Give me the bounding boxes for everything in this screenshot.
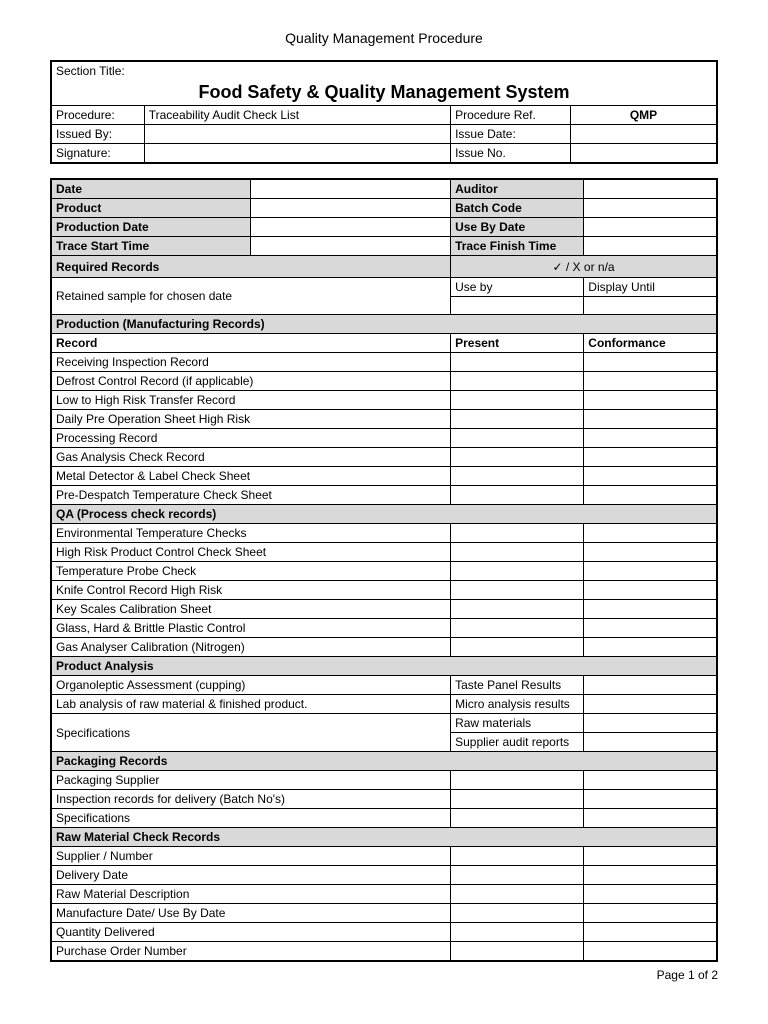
- table-row: Purchase Order Number: [51, 942, 717, 962]
- issued-by-label: Issued By:: [51, 125, 144, 144]
- batch-code-label: Batch Code: [451, 199, 584, 218]
- batch-code-value: [584, 199, 717, 218]
- table-row: Delivery Date: [51, 866, 717, 885]
- table-row: Environmental Temperature Checks: [51, 524, 717, 543]
- packaging-header: Packaging Records: [51, 752, 717, 771]
- date-label: Date: [51, 179, 251, 199]
- production-date-label: Production Date: [51, 218, 251, 237]
- product-value: [251, 199, 451, 218]
- auditor-label: Auditor: [451, 179, 584, 199]
- col-record: Record: [51, 334, 451, 353]
- table-row: Inspection records for delivery (Batch N…: [51, 790, 717, 809]
- production-section-header: Production (Manufacturing Records): [51, 315, 717, 334]
- table-row: Knife Control Record High Risk: [51, 581, 717, 600]
- raw-material-header: Raw Material Check Records: [51, 828, 717, 847]
- table-row: Key Scales Calibration Sheet: [51, 600, 717, 619]
- trace-finish-value: [584, 237, 717, 256]
- table-row: Metal Detector & Label Check Sheet: [51, 467, 717, 486]
- auditor-value: [584, 179, 717, 199]
- col-conformance: Conformance: [584, 334, 717, 353]
- required-records-label: Required Records: [51, 256, 451, 278]
- table-row: Low to High Risk Transfer Record: [51, 391, 717, 410]
- table-row: Specifications: [51, 809, 717, 828]
- main-title: Food Safety & Quality Management System: [51, 80, 717, 106]
- use-by-date-value: [584, 218, 717, 237]
- table-row: High Risk Product Control Check Sheet: [51, 543, 717, 562]
- table-row: Packaging Supplier: [51, 771, 717, 790]
- table-row: Raw Material Description: [51, 885, 717, 904]
- table-row: Organoleptic Assessment (cupping) Taste …: [51, 676, 717, 695]
- trace-finish-label: Trace Finish Time: [451, 237, 584, 256]
- table-row: Pre-Despatch Temperature Check Sheet: [51, 486, 717, 505]
- table-row: Glass, Hard & Brittle Plastic Control: [51, 619, 717, 638]
- date-value: [251, 179, 451, 199]
- table-row: Gas Analyser Calibration (Nitrogen): [51, 638, 717, 657]
- procedure-value: Traceability Audit Check List: [144, 106, 450, 125]
- procedure-ref-label: Procedure Ref.: [451, 106, 571, 125]
- col-present: Present: [451, 334, 584, 353]
- use-by-cell: [451, 297, 584, 315]
- production-date-value: [251, 218, 451, 237]
- retained-sample-label: Retained sample for chosen date: [51, 278, 451, 315]
- table-row: Manufacture Date/ Use By Date: [51, 904, 717, 923]
- table-row: Daily Pre Operation Sheet High Risk: [51, 410, 717, 429]
- use-by-date-label: Use By Date: [451, 218, 584, 237]
- table-row: Defrost Control Record (if applicable): [51, 372, 717, 391]
- page-footer: Page 1 of 2: [50, 968, 718, 982]
- header-block-table: Section Title: Food Safety & Quality Man…: [50, 60, 718, 164]
- section-title-label: Section Title:: [56, 64, 125, 78]
- product-analysis-header: Product Analysis: [51, 657, 717, 676]
- procedure-label: Procedure:: [51, 106, 144, 125]
- issue-date-label: Issue Date:: [451, 125, 571, 144]
- table-row: Supplier / Number: [51, 847, 717, 866]
- procedure-ref-value: QMP: [570, 106, 717, 125]
- document-header: Quality Management Procedure: [50, 30, 718, 46]
- table-row: Lab analysis of raw material & finished …: [51, 695, 717, 714]
- issued-by-value: [144, 125, 450, 144]
- display-until-cell: [584, 297, 717, 315]
- check-legend: ✓ / X or n/a: [451, 256, 717, 278]
- issue-no-label: Issue No.: [451, 144, 571, 164]
- signature-label: Signature:: [51, 144, 144, 164]
- table-row: Specifications Raw materials: [51, 714, 717, 733]
- checklist-table: Date Auditor Product Batch Code Producti…: [50, 178, 718, 962]
- product-label: Product: [51, 199, 251, 218]
- table-row: Temperature Probe Check: [51, 562, 717, 581]
- trace-start-label: Trace Start Time: [51, 237, 251, 256]
- signature-value: [144, 144, 450, 164]
- display-until-label: Display Until: [584, 278, 717, 297]
- issue-date-value: [570, 125, 717, 144]
- use-by-label: Use by: [451, 278, 584, 297]
- issue-no-value: [570, 144, 717, 164]
- table-row: Quantity Delivered: [51, 923, 717, 942]
- table-row: Receiving Inspection Record: [51, 353, 717, 372]
- table-row: Processing Record: [51, 429, 717, 448]
- table-row: Gas Analysis Check Record: [51, 448, 717, 467]
- qa-section-header: QA (Process check records): [51, 505, 717, 524]
- trace-start-value: [251, 237, 451, 256]
